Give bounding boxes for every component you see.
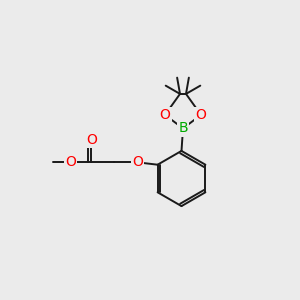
Text: O: O [86,133,97,147]
Text: O: O [132,155,142,169]
Text: O: O [160,108,170,122]
Text: O: O [196,108,206,122]
Text: O: O [65,155,76,169]
Text: B: B [178,122,188,135]
